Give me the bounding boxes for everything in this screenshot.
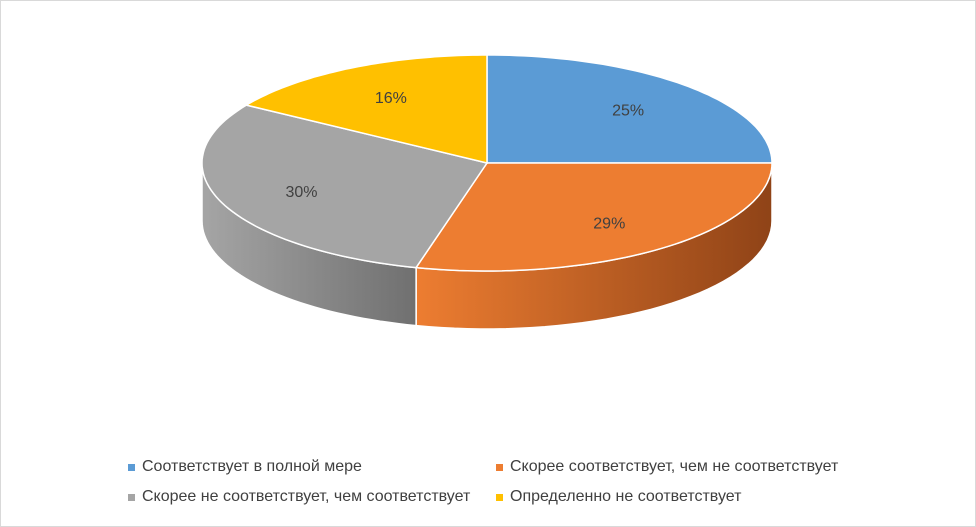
data-label-4: 16% [375,90,407,107]
pie-slice-1 [486,54,773,164]
legend-item-3: Скорее не соответствует, чем соответству… [128,488,496,506]
legend-item-4: Определенно не соответствует [496,488,741,506]
legend-swatch-4 [496,493,503,501]
pie-data-labels: 25% 29% 30% 16% [285,90,644,233]
data-label-3: 30% [285,184,317,201]
legend-swatch-1 [128,463,135,471]
legend-label-1: Соответствует в полной мере [142,458,362,475]
legend-item-1: Соответствует в полной мере [128,458,496,476]
legend-label-3: Скорее не соответствует, чем соответству… [142,488,471,505]
pie-slices [201,54,773,272]
data-label-1: 25% [612,103,644,120]
legend: Соответствует в полной мере Скорее соотв… [128,452,888,512]
legend-item-2: Скорее соответствует, чем не соответству… [496,458,838,476]
legend-label-2: Скорее соответствует, чем не соответству… [510,458,839,475]
legend-swatch-2 [496,463,503,471]
pie-slice-4 [244,54,488,164]
data-label-2: 29% [593,216,625,233]
pie-slice-3 [201,104,489,269]
pie-slice-2 [414,162,773,272]
legend-label-4: Определенно не соответствует [510,488,742,505]
legend-swatch-3 [128,493,135,501]
